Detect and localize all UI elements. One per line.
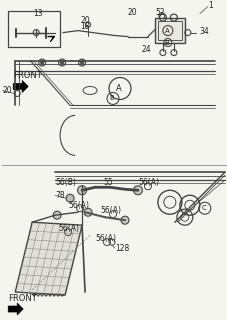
- Text: A: A: [116, 84, 121, 93]
- Polygon shape: [13, 81, 28, 92]
- Text: 56(B): 56(B): [55, 178, 76, 187]
- Text: 78: 78: [55, 191, 64, 200]
- Text: 56(A): 56(A): [100, 206, 121, 215]
- Text: 13: 13: [33, 9, 43, 18]
- Bar: [154, 18, 184, 43]
- Text: 18: 18: [80, 22, 89, 31]
- Text: 56(A): 56(A): [68, 201, 89, 210]
- Circle shape: [39, 59, 45, 66]
- Text: 56(A): 56(A): [137, 178, 158, 187]
- Text: FRONT: FRONT: [13, 71, 42, 80]
- Circle shape: [66, 194, 74, 202]
- Text: FRONT: FRONT: [8, 293, 37, 302]
- Polygon shape: [8, 303, 23, 315]
- Text: 56(A): 56(A): [95, 234, 116, 243]
- Text: 20: 20: [127, 8, 137, 17]
- Circle shape: [77, 186, 86, 195]
- Circle shape: [121, 216, 128, 224]
- Circle shape: [133, 186, 142, 195]
- Text: 52: 52: [154, 8, 164, 17]
- Text: 1: 1: [207, 1, 212, 10]
- Circle shape: [40, 61, 43, 64]
- Text: 56(A): 56(A): [58, 224, 79, 233]
- Text: 20: 20: [2, 86, 12, 95]
- Circle shape: [60, 61, 63, 64]
- Text: 55: 55: [103, 178, 112, 187]
- Text: C: C: [201, 205, 205, 211]
- Text: 24: 24: [141, 45, 151, 54]
- Circle shape: [53, 211, 61, 219]
- Circle shape: [80, 61, 83, 64]
- Circle shape: [84, 208, 92, 216]
- Bar: [157, 20, 181, 40]
- Polygon shape: [15, 222, 82, 295]
- Text: B: B: [109, 95, 114, 101]
- Text: B: B: [164, 40, 168, 45]
- Text: 20: 20: [80, 16, 89, 25]
- Circle shape: [58, 59, 65, 66]
- Text: 34: 34: [199, 27, 209, 36]
- Circle shape: [78, 59, 85, 66]
- Bar: [8, 11, 60, 46]
- Text: A: A: [164, 28, 168, 34]
- Text: 128: 128: [114, 244, 129, 253]
